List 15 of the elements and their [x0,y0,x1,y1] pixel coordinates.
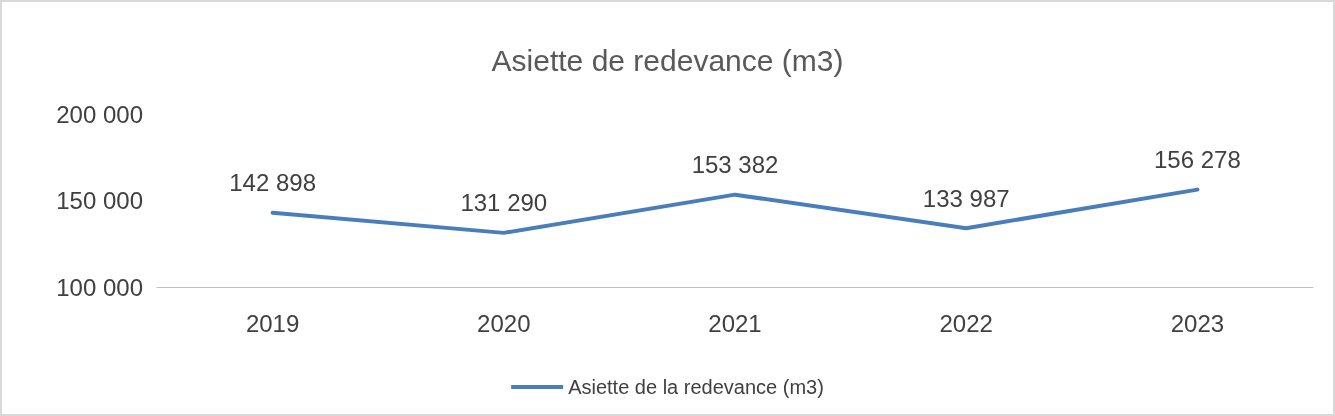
x-tick-label: 2021 [708,309,762,337]
data-label: 153 382 [691,151,779,179]
legend-label: Asiette de la redevance (m3) [568,376,824,398]
x-tick-label: 2019 [245,309,300,337]
y-tick-label: 200 000 [56,100,143,128]
y-tick-label: 100 000 [56,273,143,301]
chart-title: Asiette de redevance (m3) [491,43,844,77]
x-tick-label: 2020 [477,309,531,337]
data-label: 131 290 [460,189,548,217]
x-tick-label: 2022 [939,309,993,337]
data-label: 133 987 [922,184,1010,212]
y-tick-label: 150 000 [56,187,143,214]
x-tick-label: 2023 [1170,309,1225,337]
data-label: 142 898 [229,169,316,197]
data-label: 156 278 [1154,146,1241,174]
